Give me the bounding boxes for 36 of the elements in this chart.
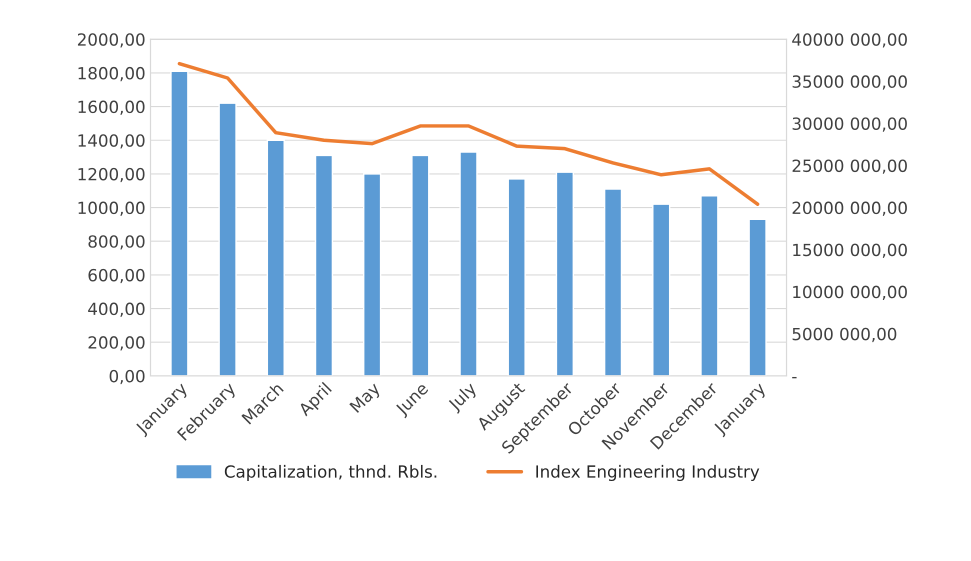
- y-tick-label: 0,00: [110, 370, 145, 384]
- line-series: [178, 62, 760, 206]
- y-tick-label: 1000,00: [78, 202, 145, 216]
- bar: [411, 154, 430, 376]
- y-tick-label: 1400,00: [78, 134, 145, 149]
- legend-label: Index Engineering Industry: [536, 464, 760, 482]
- bar: [604, 188, 622, 376]
- bar: [363, 173, 382, 376]
- bar: [652, 204, 670, 376]
- y-tick-label: 800,00: [88, 235, 145, 250]
- y2-tick-label: -: [792, 376, 797, 378]
- y-tick-label: 2000,00: [78, 33, 145, 48]
- y-tick-label: 600,00: [88, 268, 145, 284]
- bar: [508, 178, 526, 376]
- y2-tick-label: 15000 000,00: [793, 244, 907, 258]
- y2-tick-label: 10000 000,00: [793, 286, 907, 300]
- bar: [314, 154, 334, 376]
- y2-tick-label: 35000 000,00: [792, 75, 907, 90]
- y2-tick-label: 20000 000,00: [792, 202, 907, 216]
- bar: [266, 140, 285, 376]
- y-tick-label: 1600,00: [78, 100, 145, 115]
- bar: [556, 172, 574, 376]
- bar: [748, 218, 767, 376]
- y2-tick-label: 30000 000,00: [792, 117, 907, 132]
- y2-tick-label: 40000 000,00: [792, 33, 907, 48]
- bar: [218, 102, 237, 376]
- y-tick-label: 400,00: [88, 302, 145, 317]
- y-tick-label: 200,00: [88, 336, 145, 350]
- bar: [700, 195, 719, 376]
- bar: [459, 151, 478, 376]
- legend-label: Capitalization, thnd. Rbls.: [224, 464, 436, 482]
- y-tick-label: 1200,00: [78, 168, 145, 182]
- bar: [170, 70, 189, 376]
- y-tick-label: 1800,00: [78, 66, 145, 82]
- y2-tick-label: 25000 000,00: [792, 159, 907, 174]
- y2-tick-label: 5000 000,00: [792, 328, 896, 342]
